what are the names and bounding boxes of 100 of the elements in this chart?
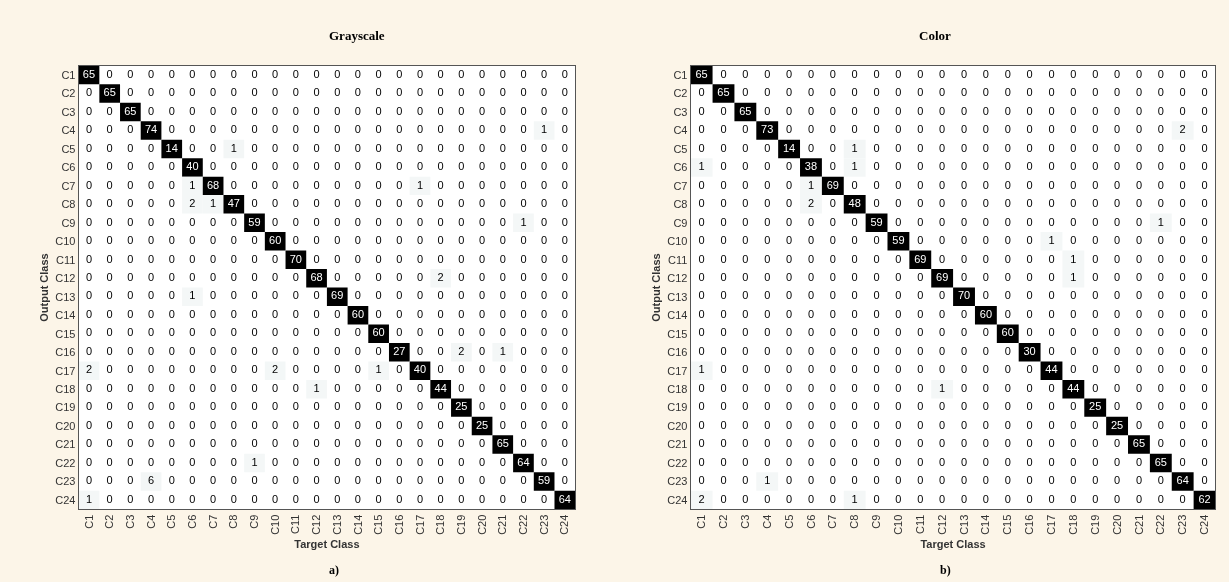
y-tick-label: C2 <box>673 87 688 100</box>
data-label: 0 <box>895 178 902 191</box>
data-label: 0 <box>541 289 548 302</box>
data-label: 0 <box>1048 344 1055 357</box>
y-tick-label: C3 <box>61 105 76 118</box>
data-label: 0 <box>698 344 705 357</box>
data-label: 0 <box>939 234 946 247</box>
data-label: 0 <box>334 418 341 431</box>
x-tick-label: C23 <box>1176 514 1189 535</box>
data-label: 0 <box>742 160 749 173</box>
data-label: 0 <box>1201 141 1208 154</box>
data-label: 0 <box>1026 141 1033 154</box>
data-label: 0 <box>499 418 506 431</box>
data-label: 0 <box>1092 307 1099 320</box>
data-label: 0 <box>168 271 175 284</box>
data-label: 0 <box>230 160 237 173</box>
data-label: 0 <box>375 307 382 320</box>
x-tick-label: C12 <box>935 514 948 535</box>
data-label: 0 <box>458 307 465 320</box>
data-label: 0 <box>292 363 299 376</box>
data-label: 0 <box>742 141 749 154</box>
data-label: 0 <box>742 492 749 505</box>
data-label: 0 <box>1004 215 1011 228</box>
x-tick-label: C14 <box>979 514 992 535</box>
data-label: 0 <box>106 326 113 339</box>
data-label: 0 <box>1157 474 1164 487</box>
data-label: 0 <box>292 123 299 136</box>
data-label: 0 <box>251 326 258 339</box>
data-label: 1 <box>520 215 527 228</box>
data-label: 25 <box>475 418 489 431</box>
x-tick-label: C16 <box>1023 514 1036 535</box>
data-label: 0 <box>982 234 989 247</box>
data-label: 0 <box>437 197 444 210</box>
y-tick-label: C12 <box>667 272 688 285</box>
data-label: 0 <box>1135 252 1143 265</box>
data-label: 0 <box>1135 455 1143 468</box>
data-label: 0 <box>1157 197 1164 210</box>
data-label: 0 <box>786 474 793 487</box>
data-label: 0 <box>1114 123 1121 136</box>
data-label: 0 <box>354 381 362 394</box>
data-label: 0 <box>313 326 320 339</box>
data-label: 59 <box>870 215 883 228</box>
x-tick-label: C19 <box>1088 514 1101 535</box>
data-label: 0 <box>189 123 196 136</box>
data-label: 0 <box>127 455 134 468</box>
data-label: 0 <box>698 123 705 136</box>
y-tick-label: C2 <box>61 87 76 100</box>
data-label: 0 <box>210 474 217 487</box>
data-label: 0 <box>698 271 705 284</box>
data-label: 0 <box>210 289 217 302</box>
data-label: 0 <box>982 326 989 339</box>
data-label: 0 <box>1201 326 1208 339</box>
data-label: 0 <box>960 86 968 99</box>
data-label: 0 <box>1135 381 1143 394</box>
data-label: 0 <box>437 418 444 431</box>
y-tick-label: C11 <box>668 253 688 266</box>
data-label: 0 <box>561 400 568 413</box>
data-label: 0 <box>189 418 196 431</box>
data-label: 0 <box>851 178 858 191</box>
data-label: 0 <box>416 141 424 154</box>
data-label: 0 <box>210 271 217 284</box>
data-label: 0 <box>1004 344 1011 357</box>
data-label: 0 <box>764 437 771 450</box>
data-label: 60 <box>979 307 993 320</box>
data-label: 0 <box>127 344 134 357</box>
x-tick-label: C2 <box>103 514 116 529</box>
data-label: 0 <box>127 252 134 265</box>
data-label: 0 <box>210 492 217 505</box>
data-label: 0 <box>1201 307 1208 320</box>
data-label: 0 <box>873 123 880 136</box>
data-label: 0 <box>561 104 568 117</box>
data-label: 0 <box>334 67 341 80</box>
data-label: 0 <box>939 289 946 302</box>
data-label: 0 <box>1157 381 1164 394</box>
data-label: 0 <box>1114 455 1121 468</box>
data-label: 25 <box>455 400 468 413</box>
data-label: 0 <box>851 437 858 450</box>
data-label: 0 <box>334 104 341 117</box>
data-label: 0 <box>807 234 815 247</box>
data-label: 0 <box>698 455 705 468</box>
data-label: 0 <box>1135 418 1143 431</box>
data-label: 0 <box>251 86 258 99</box>
data-label: 0 <box>764 381 771 394</box>
data-label: 0 <box>1004 437 1011 450</box>
data-label: 0 <box>479 215 486 228</box>
data-label: 0 <box>895 492 902 505</box>
data-label: 0 <box>720 197 727 210</box>
data-label: 0 <box>396 381 403 394</box>
data-label: 48 <box>848 197 861 210</box>
x-tick-label: C24 <box>1198 514 1211 535</box>
data-label: 0 <box>85 437 93 450</box>
data-label: 0 <box>873 381 880 394</box>
data-label: 0 <box>1004 474 1011 487</box>
data-label: 0 <box>499 363 506 376</box>
data-label: 0 <box>458 67 465 80</box>
data-label: 0 <box>917 418 924 431</box>
data-label: 44 <box>1067 381 1080 394</box>
data-label: 0 <box>1026 363 1033 376</box>
data-label: 0 <box>698 400 705 413</box>
data-label: 0 <box>541 67 548 80</box>
